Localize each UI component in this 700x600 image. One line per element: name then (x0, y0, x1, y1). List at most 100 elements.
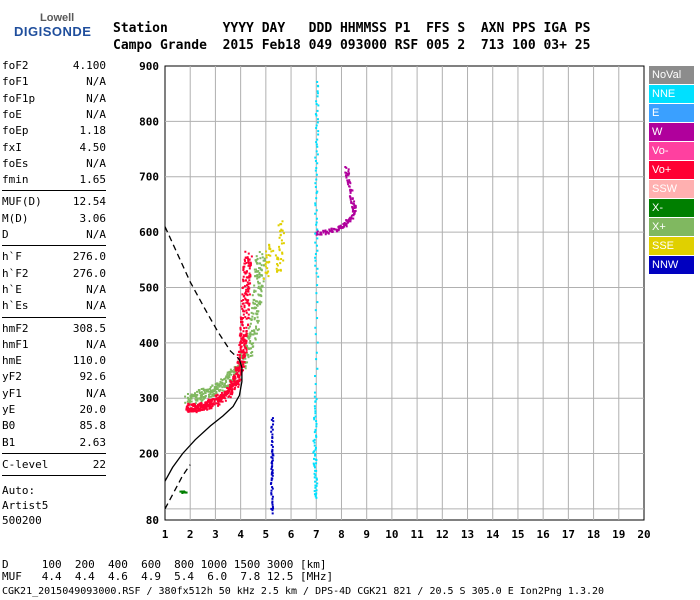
y-tick-label: 800 (139, 115, 159, 128)
nne-trace-point (316, 95, 319, 98)
x-trace-point (244, 367, 247, 370)
nne-trace-point (314, 264, 317, 267)
o-trace-point (210, 400, 213, 403)
x-trace-point (224, 382, 227, 385)
x-trace-point (211, 391, 214, 394)
sse-trace-point (281, 251, 284, 254)
nnw-trace-point (270, 467, 273, 470)
x-trace-point (228, 376, 231, 379)
x-trace-point (219, 384, 222, 387)
nne-trace-point (315, 358, 318, 361)
o-trace-point (240, 317, 243, 320)
nnw-trace-point (272, 507, 275, 510)
legend-nne: NNE (649, 85, 694, 103)
o-trace-point (221, 400, 224, 403)
nnw-trace (269, 417, 275, 515)
sse-trace (262, 220, 285, 280)
o-trace-point (205, 405, 208, 408)
nne-trace-point (313, 450, 316, 453)
o-trace-point (243, 365, 246, 368)
sse-trace-point (277, 257, 280, 260)
o-trace-point (242, 286, 245, 289)
nne-trace-point (315, 221, 318, 224)
x-trace-point (254, 300, 257, 303)
w-trace-point (347, 183, 350, 186)
w-trace-point (350, 200, 353, 203)
o-trace-point (218, 395, 221, 398)
o-trace-point (246, 281, 249, 284)
x-trace-point (195, 394, 198, 397)
x-trace-point (207, 388, 210, 391)
station-header: Station YYYY DAY DDD HHMMSS P1 FFS S AXN… (113, 20, 590, 54)
nne-trace-point (315, 217, 318, 220)
legend-ssw: SSW (649, 180, 694, 198)
o-trace-point (245, 317, 248, 320)
x-trace-point (200, 391, 203, 394)
nnw-trace-point (271, 469, 274, 472)
x-trace-point (221, 381, 224, 384)
x-tick-label: 8 (338, 528, 345, 541)
legend-w: W (649, 123, 694, 141)
sse-trace-point (279, 262, 282, 265)
o-trace-point (208, 406, 211, 409)
sse-trace-point (264, 271, 267, 274)
param-foep: foEp 1.18 (2, 123, 106, 139)
w-trace-point (328, 228, 331, 231)
x-trace-point (216, 382, 219, 385)
x-trace-point (256, 304, 259, 307)
o-trace-point (242, 280, 245, 283)
o-trace-point (233, 378, 236, 381)
nne-trace-point (314, 256, 317, 259)
x-trace-point (254, 332, 257, 335)
o-trace-point (242, 302, 245, 305)
nne-trace-point (317, 275, 320, 278)
x-trace-point (253, 299, 256, 302)
o-trace-point (226, 387, 229, 390)
x-trace-point (249, 341, 252, 344)
o-trace-point (249, 273, 252, 276)
o-trace-point (188, 403, 191, 406)
x-trace-point (252, 307, 255, 310)
nne-trace-point (314, 493, 317, 496)
sse-trace-point (274, 254, 277, 257)
o-trace-point (246, 256, 249, 259)
o-trace-point (239, 373, 242, 376)
w-trace-point (348, 180, 351, 183)
nne-trace-point (313, 416, 316, 419)
x-trace-point (230, 370, 233, 373)
w-trace-point (319, 231, 322, 234)
x-trace-point (255, 312, 258, 315)
o-trace-point (243, 345, 246, 348)
nnw-trace-point (270, 492, 273, 495)
o-trace-point (215, 398, 218, 401)
x-trace-point (257, 270, 260, 273)
param-value: 1.65 (79, 173, 107, 187)
w-trace-point (347, 180, 350, 183)
o-trace-point (198, 409, 201, 412)
o-trace-point (241, 338, 244, 341)
x-trace-point (188, 401, 191, 404)
x-trace-point (251, 315, 254, 318)
o-trace-point (244, 271, 247, 274)
x-trace-point (258, 282, 261, 285)
o-trace-point (224, 397, 227, 400)
sse-trace-point (276, 270, 279, 273)
nne-trace-point (316, 162, 319, 165)
o-trace-point (247, 288, 250, 291)
o-trace-point (235, 382, 238, 385)
o-trace-point (239, 350, 242, 353)
o-trace-point (190, 408, 193, 411)
o-trace-point (210, 405, 213, 408)
o-trace-point (194, 407, 197, 410)
o-trace-point (247, 283, 250, 286)
o-trace-point (242, 340, 245, 343)
param-label: h`E (2, 282, 22, 296)
nne-trace-point (315, 127, 318, 130)
sse-trace-point (278, 248, 281, 251)
o-trace-point (226, 392, 229, 395)
nne-trace-point (314, 212, 317, 215)
x-trace-point (257, 282, 260, 285)
x-tick-label: 13 (461, 528, 474, 541)
w-trace-point (349, 191, 352, 194)
